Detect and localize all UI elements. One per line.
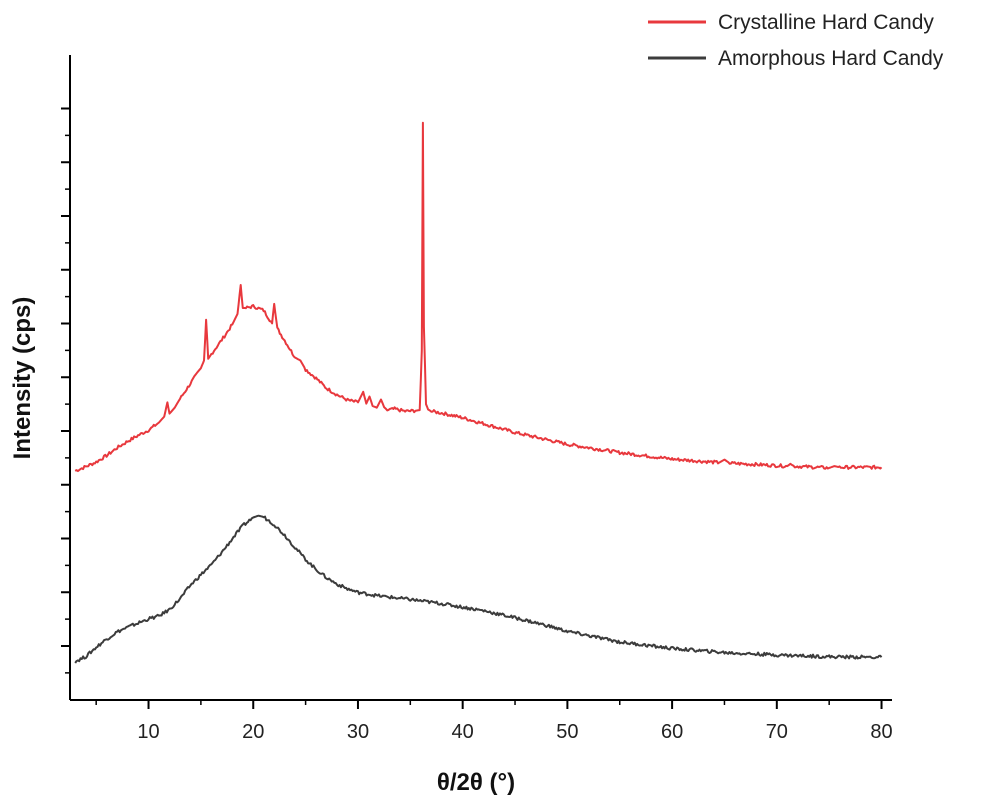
legend-label: Amorphous Hard Candy: [718, 47, 944, 70]
plot-series-group: [74, 121, 883, 664]
x-tick-label: 70: [766, 721, 788, 743]
x-tick-label: 20: [242, 721, 264, 743]
series-line-1: [74, 121, 883, 473]
x-tick-label: 50: [556, 721, 578, 743]
x-tick-label: 60: [661, 721, 683, 743]
series-line-2: [74, 514, 883, 664]
y-axis-title: Intensity (cps): [9, 297, 36, 460]
x-tick-label: 80: [870, 721, 892, 743]
x-tick-label: 10: [137, 721, 159, 743]
legend-label: Crystalline Hard Candy: [718, 11, 934, 34]
x-axis-title: θ/2θ (°): [437, 769, 515, 796]
x-tick-label: 30: [347, 721, 369, 743]
axes-group: 10 20 30 40 50 60 70 80: [61, 55, 893, 743]
x-tick-label: 40: [452, 721, 474, 743]
legend: Crystalline Hard Candy Amorphous Hard Can…: [648, 11, 944, 70]
